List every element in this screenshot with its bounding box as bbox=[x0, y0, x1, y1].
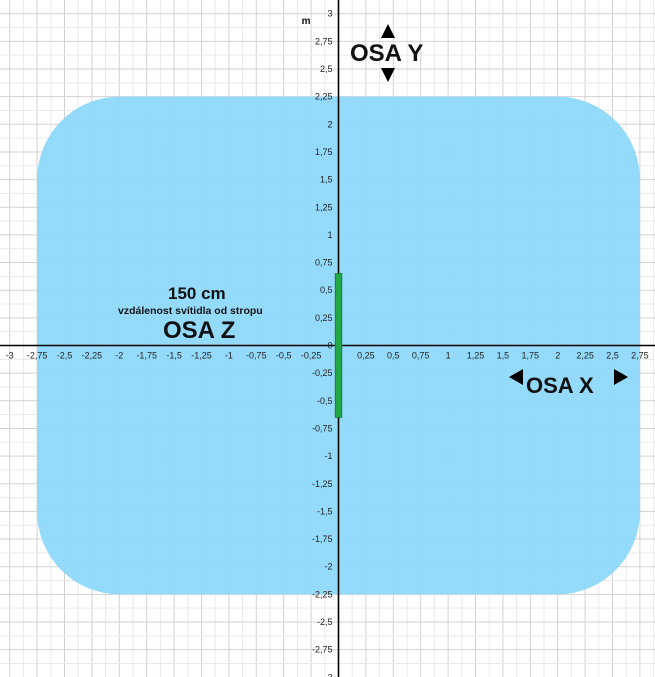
y-tick-label: -1 bbox=[324, 451, 332, 461]
y-tick-label: 1 bbox=[327, 230, 332, 240]
y-tick-label: -1,5 bbox=[317, 506, 333, 516]
y-tick-label: 1,75 bbox=[315, 147, 333, 157]
y-tick-label: -2,25 bbox=[312, 589, 333, 599]
x-tick-label: 2,25 bbox=[576, 351, 594, 361]
y-tick-label: 2,25 bbox=[315, 92, 333, 102]
luminaire-bar bbox=[334, 273, 343, 418]
y-tick-label: -2 bbox=[324, 562, 332, 572]
x-tick-label: 2 bbox=[555, 351, 560, 361]
y-axis-title: OSA Y bbox=[350, 40, 424, 67]
y-tick-label: -0,5 bbox=[317, 396, 333, 406]
x-tick-label: -0,75 bbox=[246, 351, 267, 361]
x-tick-label: -1,75 bbox=[136, 351, 157, 361]
x-tick-label: 0,5 bbox=[387, 351, 400, 361]
annotation-distance: 150 cm bbox=[168, 284, 226, 303]
x-tick-label: 2,75 bbox=[631, 351, 649, 361]
x-tick-label: 1,75 bbox=[522, 351, 540, 361]
x-tick-label: 1 bbox=[446, 351, 451, 361]
x-tick-label: 2,5 bbox=[606, 351, 619, 361]
y-tick-label: 0,5 bbox=[320, 285, 333, 295]
y-arrow-down-icon bbox=[381, 68, 395, 82]
x-tick-label: 0,25 bbox=[357, 351, 375, 361]
x-tick-label: -3 bbox=[6, 351, 14, 361]
y-tick-label: -1,75 bbox=[312, 534, 333, 544]
y-tick-label: 2,5 bbox=[320, 64, 333, 74]
y-tick-label: 0 bbox=[327, 341, 332, 351]
x-tick-label: -2,75 bbox=[27, 351, 48, 361]
y-arrow-up-icon bbox=[381, 24, 395, 38]
y-tick-label: -3 bbox=[324, 672, 332, 677]
y-tick-label: -0,75 bbox=[312, 423, 333, 433]
y-tick-label: 1,25 bbox=[315, 202, 333, 212]
x-arrow-left-icon bbox=[509, 369, 523, 385]
y-tick-label: 0,75 bbox=[315, 258, 333, 268]
x-tick-label: -1,25 bbox=[191, 351, 212, 361]
x-arrow-right-icon bbox=[614, 369, 628, 385]
y-tick-label: 2,75 bbox=[315, 36, 333, 46]
y-tick-label: -2,75 bbox=[312, 645, 333, 655]
x-tick-label: -0,25 bbox=[301, 351, 322, 361]
luminaire-layer bbox=[334, 273, 343, 418]
x-axis-title: OSA X bbox=[526, 373, 594, 398]
y-tick-label: 3 bbox=[327, 9, 332, 19]
axis-arrows bbox=[381, 24, 628, 385]
x-tick-label: 0,75 bbox=[412, 351, 430, 361]
y-tick-label: -0,25 bbox=[312, 368, 333, 378]
y-tick-label: -2,5 bbox=[317, 617, 333, 627]
x-tick-label: -2 bbox=[115, 351, 123, 361]
x-tick-label: -2,25 bbox=[82, 351, 103, 361]
x-tick-label: 1,5 bbox=[497, 351, 510, 361]
x-tick-label: -1,5 bbox=[166, 351, 182, 361]
tick-labels: -3 -2,75 -2,5 -2,25 -2 -1,75 -1,5 -1,25 -1 -0,75-… bbox=[6, 9, 649, 677]
annotation-description: vzdálenost svítidla od stropu bbox=[118, 305, 263, 317]
x-tick-label: 1,25 bbox=[467, 351, 485, 361]
y-tick-label: -1,25 bbox=[312, 479, 333, 489]
y-tick-label: 1,5 bbox=[320, 175, 333, 185]
x-tick-label: -2,5 bbox=[57, 351, 73, 361]
y-unit-label: m bbox=[302, 16, 311, 27]
x-tick-label: -0,5 bbox=[276, 351, 292, 361]
z-axis-title: OSA Z bbox=[163, 317, 236, 344]
y-tick-label: 0,25 bbox=[315, 313, 333, 323]
y-tick-label: 2 bbox=[327, 119, 332, 129]
x-tick-label: -1 bbox=[225, 351, 233, 361]
